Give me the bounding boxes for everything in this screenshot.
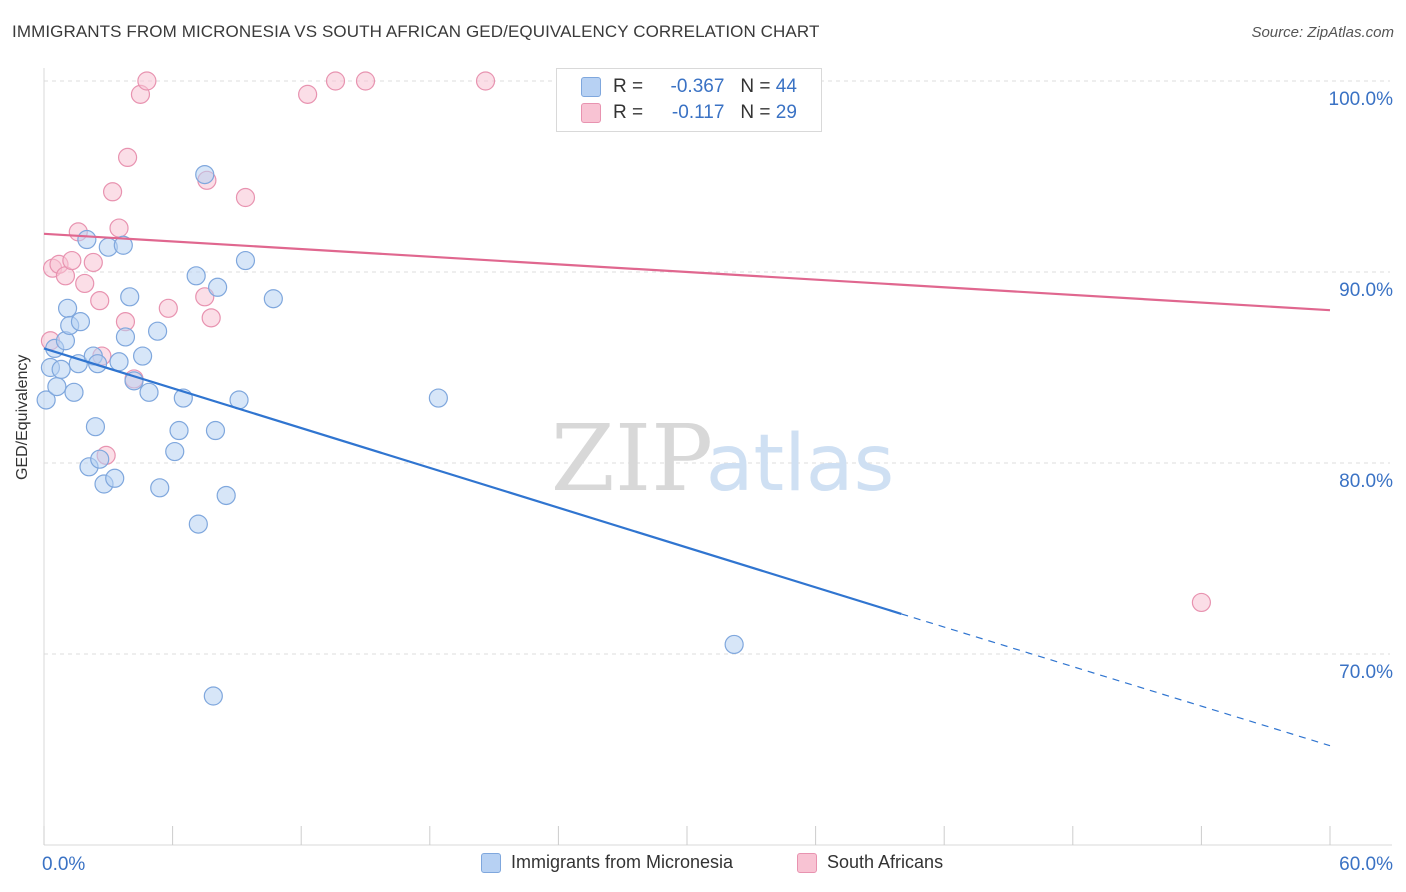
data-point (36, 390, 56, 410)
stats-legend: R = -0.367 N = 44 R = -0.117 N = 29 (556, 68, 822, 132)
data-point (1191, 592, 1212, 613)
data-point (235, 250, 256, 271)
data-point (70, 312, 91, 332)
data-point (117, 147, 138, 167)
legend-swatch-blue (581, 77, 601, 97)
legend-n-label: N = (740, 102, 771, 123)
legend-swatch-pink (581, 103, 601, 123)
legend-r-label: R = (613, 102, 644, 123)
data-point (216, 485, 236, 506)
legend-r-value: -0.117 (671, 102, 725, 123)
data-point (83, 252, 103, 273)
legend-n-value: 44 (775, 76, 797, 97)
legend-swatch-blue (481, 852, 501, 873)
y-tick-label: 90.0% (1339, 280, 1393, 301)
legend-item-micronesia: Immigrants from Micronesia (481, 852, 733, 873)
trend-line-south-africans (43, 232, 1331, 312)
data-point (235, 187, 256, 208)
data-point (158, 298, 178, 318)
data-point (90, 449, 110, 469)
legend-r-label: R = (613, 76, 644, 97)
data-point (188, 514, 208, 534)
data-point (51, 359, 71, 380)
watermark-zip: ZIP (551, 405, 713, 512)
legend-row-south-africans: R = -0.117 N = 29 (581, 101, 797, 125)
data-point (165, 441, 185, 462)
y-tick-label: 80.0% (1339, 471, 1393, 492)
series-micronesia (36, 164, 744, 706)
trend-line-micronesia (43, 347, 902, 615)
data-point (150, 478, 170, 498)
legend-r-value: -0.367 (670, 76, 725, 97)
data-point (325, 71, 346, 91)
data-point (90, 291, 110, 311)
data-point (298, 84, 318, 104)
data-point (47, 377, 67, 397)
data-point (105, 468, 125, 488)
data-point (120, 287, 140, 307)
data-point (115, 327, 136, 347)
y-tick-label: 100.0% (1329, 89, 1394, 110)
legend-swatch-pink (797, 852, 817, 873)
data-point (428, 388, 448, 408)
data-point (113, 235, 133, 255)
watermark: ZIP atlas (551, 405, 894, 512)
data-point (87, 354, 108, 374)
grid-lines (44, 80, 1390, 655)
data-point (139, 382, 159, 402)
data-point (195, 287, 215, 307)
data-point (147, 321, 168, 341)
data-point (109, 218, 129, 238)
data-point (102, 182, 123, 202)
data-point (475, 71, 496, 91)
chart-title: IMMIGRANTS FROM MICRONESIA VS SOUTH AFRI… (12, 22, 820, 41)
data-point (77, 229, 97, 250)
y-tick-label: 70.0% (1339, 662, 1393, 683)
data-point (203, 686, 223, 706)
data-point (68, 354, 88, 374)
data-point (201, 308, 221, 328)
data-point (355, 71, 376, 91)
legend-item-south-africans: South Africans (797, 852, 943, 873)
data-point (724, 634, 744, 655)
tick-labels: 70.0% 80.0% 90.0% 100.0% 0.0% 60.0% (42, 89, 1393, 875)
series-south-africans (40, 71, 1212, 613)
data-point (85, 417, 106, 437)
data-point (205, 420, 226, 441)
data-point (208, 277, 228, 297)
source-label: Source: ZipAtlas.com (1251, 24, 1394, 41)
data-point (137, 71, 157, 91)
legend-label: Immigrants from Micronesia (511, 852, 734, 872)
legend-label: South Africans (827, 852, 944, 872)
axes (43, 68, 1392, 846)
data-point (124, 371, 144, 391)
data-point (57, 298, 78, 318)
y-axis-label: GED/Equivalency (14, 354, 31, 480)
data-point (75, 273, 95, 294)
x-tick-label: 60.0% (1339, 854, 1393, 875)
legend-n-value: 29 (775, 102, 797, 123)
data-point (109, 352, 129, 372)
legend-row-micronesia: R = -0.367 N = 44 (581, 75, 797, 99)
data-point (169, 420, 189, 441)
data-point (195, 164, 215, 185)
data-point (62, 250, 82, 271)
x-tick-label: 0.0% (42, 854, 85, 875)
trend-lines (43, 232, 1331, 747)
series-legend: Immigrants from Micronesia South African… (0, 852, 1406, 878)
watermark-atlas: atlas (706, 419, 895, 509)
data-point (263, 289, 283, 309)
data-point (186, 266, 206, 286)
legend-n-label: N = (740, 76, 771, 97)
data-point (64, 382, 84, 402)
trend-line-micronesia-extension (901, 613, 1331, 747)
data-point (132, 346, 153, 366)
